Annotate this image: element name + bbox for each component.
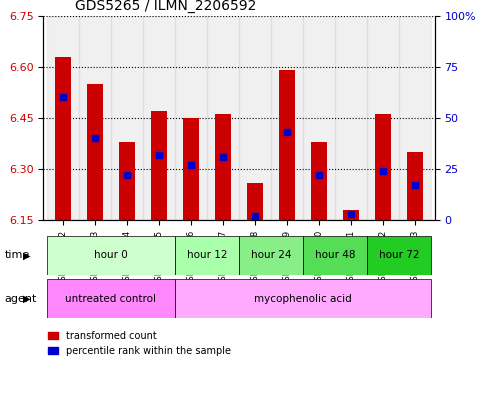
Bar — [239, 16, 271, 220]
FancyBboxPatch shape — [239, 236, 303, 275]
Bar — [375, 114, 391, 220]
Bar — [79, 16, 111, 220]
Bar — [215, 114, 231, 220]
Text: hour 24: hour 24 — [251, 250, 291, 261]
Text: mycophenolic acid: mycophenolic acid — [255, 294, 352, 304]
Bar — [143, 16, 175, 220]
Bar — [47, 16, 79, 220]
Text: hour 0: hour 0 — [94, 250, 128, 261]
Bar — [408, 152, 424, 220]
Text: ▶: ▶ — [23, 251, 30, 261]
Bar — [183, 118, 199, 220]
Bar — [207, 16, 239, 220]
Bar — [343, 210, 359, 220]
Text: hour 12: hour 12 — [187, 250, 227, 261]
Legend: transformed count, percentile rank within the sample: transformed count, percentile rank withi… — [48, 331, 231, 356]
Bar — [119, 142, 135, 220]
Bar — [303, 16, 335, 220]
FancyBboxPatch shape — [47, 236, 175, 275]
Bar — [279, 70, 295, 220]
Text: hour 72: hour 72 — [379, 250, 420, 261]
Bar — [151, 111, 167, 220]
Bar — [311, 142, 327, 220]
Text: GDS5265 / ILMN_2206592: GDS5265 / ILMN_2206592 — [75, 0, 256, 13]
Text: hour 48: hour 48 — [315, 250, 355, 261]
Text: untreated control: untreated control — [65, 294, 156, 304]
Text: time: time — [5, 250, 30, 261]
FancyBboxPatch shape — [303, 236, 368, 275]
Bar — [368, 16, 399, 220]
Bar — [271, 16, 303, 220]
FancyBboxPatch shape — [175, 236, 239, 275]
Bar — [335, 16, 368, 220]
Bar — [175, 16, 207, 220]
Bar — [399, 16, 431, 220]
FancyBboxPatch shape — [175, 279, 431, 318]
FancyBboxPatch shape — [368, 236, 431, 275]
Bar — [247, 183, 263, 220]
Bar — [55, 57, 71, 220]
Bar — [87, 84, 103, 220]
Bar — [111, 16, 143, 220]
FancyBboxPatch shape — [47, 279, 175, 318]
Text: agent: agent — [5, 294, 37, 304]
Text: ▶: ▶ — [23, 294, 30, 304]
